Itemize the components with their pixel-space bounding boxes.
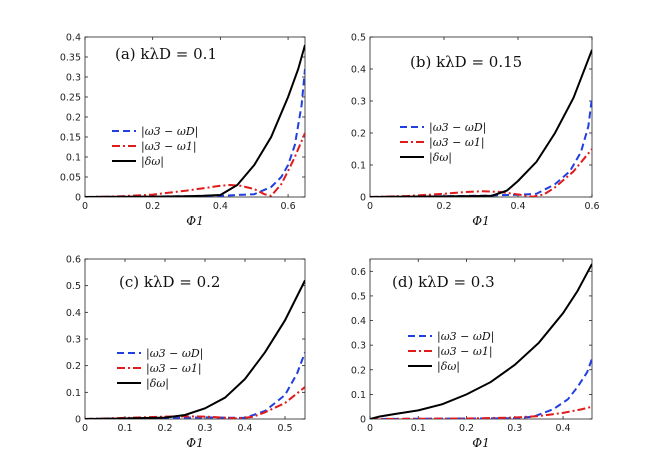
panel-title: (b) kλD = 0.15 — [410, 53, 522, 71]
x-axis-label: Φ1 — [186, 214, 203, 228]
y-tick-label: 0 — [75, 193, 81, 204]
y-tick-label: 0.2 — [66, 113, 81, 124]
x-tick-label: 0.1 — [411, 423, 426, 434]
x-axis-label: Φ1 — [472, 214, 489, 228]
series-line-dashdot — [85, 132, 305, 197]
series-line-dashdot — [370, 148, 592, 197]
y-tick-label: 0 — [360, 415, 366, 426]
series-line-dashdot — [85, 386, 305, 419]
series-line-solid — [85, 279, 305, 419]
y-tick-label: 0.6 — [66, 255, 81, 266]
y-tick-label: 0.5 — [351, 291, 366, 302]
y-tick-label: 0.25 — [60, 93, 81, 104]
series-line-solid — [370, 49, 592, 197]
x-tick-label: 0.3 — [507, 423, 522, 434]
x-tick-label: 0 — [82, 423, 88, 434]
y-tick-label: 0.1 — [351, 161, 366, 172]
panel-title: (d) kλD = 0.3 — [392, 273, 495, 291]
x-tick-label: 0.2 — [145, 201, 160, 212]
y-tick-label: 0.15 — [60, 133, 81, 144]
x-tick-label: 0.2 — [157, 423, 172, 434]
x-tick-label: 0.4 — [510, 201, 525, 212]
x-tick-label: 0.5 — [277, 423, 292, 434]
panel-4: 0 0.1 0.2 0.3 0.4 0 0.1 0.2 0.3 0.4 0.5 0.6 Φ1 (d) kλ… — [351, 258, 593, 450]
legend-entry: |δω| — [141, 155, 164, 169]
y-tick-label: 0.6 — [351, 267, 366, 278]
legend: |ω3 − ωD||ω3 − ω1||δω| — [117, 347, 203, 391]
series-line-dashed — [85, 68, 305, 197]
y-tick-label: 0.2 — [66, 361, 81, 372]
legend: |ω3 − ωD||ω3 − ω1||δω| — [408, 330, 494, 374]
legend-entry: |δω| — [146, 377, 169, 391]
x-axis-label: Φ1 — [472, 436, 489, 450]
legend-entry: |ω3 − ωD| — [437, 330, 494, 344]
legend-entry: |ω3 − ω1| — [146, 362, 202, 376]
legend-entry: |ω3 − ω1| — [429, 136, 485, 150]
y-tick-label: 0.1 — [66, 388, 81, 399]
y-tick-label: 0.3 — [351, 341, 366, 352]
legend-entry: |δω| — [429, 151, 452, 165]
legend-entry: |ω3 − ωD| — [429, 121, 486, 135]
y-tick-label: 0.4 — [351, 65, 366, 76]
panel-title: (a) kλD = 0.1 — [115, 45, 217, 63]
panel-1: 0 0.2 0.4 0.6 0 0.05 0.1 0.15 0.2 0.25 0.3 0.35 0.4 Φ… — [60, 33, 306, 228]
x-tick-label: 0.6 — [584, 201, 599, 212]
y-tick-label: 0 — [75, 415, 81, 426]
legend-entry: |ω3 − ωD| — [141, 125, 198, 139]
y-tick-label: 0.3 — [66, 73, 81, 84]
series-line-solid — [85, 44, 305, 197]
y-tick-label: 0.1 — [66, 153, 81, 164]
y-tick-label: 0.5 — [351, 33, 366, 44]
y-tick-label: 0.3 — [66, 335, 81, 346]
y-tick-label: 0.35 — [60, 53, 81, 64]
x-tick-label: 0 — [367, 423, 373, 434]
series-line-solid — [370, 263, 592, 419]
panel-2: 0 0.2 0.4 0.6 0 0.1 0.2 0.3 0.4 0.5 Φ1 (b) kλD = 0.… — [351, 33, 600, 229]
y-tick-label: 0.4 — [66, 308, 81, 319]
y-tick-label: 0.5 — [66, 281, 81, 292]
legend-entry: |ω3 − ω1| — [141, 140, 197, 154]
legend-entry: |ω3 − ωD| — [146, 347, 203, 361]
panel-title: (c) kλD = 0.2 — [119, 273, 220, 291]
legend-entry: |δω| — [437, 360, 460, 374]
y-tick-label: 0 — [360, 193, 366, 204]
x-axis-label: Φ1 — [186, 436, 203, 450]
legend: |ω3 − ωD||ω3 − ω1||δω| — [112, 125, 198, 169]
y-tick-label: 0.3 — [351, 97, 366, 108]
y-tick-label: 0.1 — [351, 390, 366, 401]
legend-entry: |ω3 − ω1| — [437, 345, 493, 359]
y-tick-label: 0.4 — [66, 33, 81, 44]
y-tick-label: 0.4 — [351, 316, 366, 327]
series-line-dashed — [370, 358, 592, 419]
x-tick-label: 0.6 — [281, 201, 296, 212]
x-tick-label: 0 — [367, 201, 373, 212]
legend: |ω3 − ωD||ω3 − ω1||δω| — [400, 121, 486, 165]
panel-3: 0 0.1 0.2 0.3 0.4 0.5 0 0.1 0.2 0.3 0.4 0.5 0.6 Φ1 (c)… — [66, 255, 306, 450]
y-tick-label: 0.05 — [60, 173, 81, 184]
x-tick-label: 0.4 — [555, 423, 570, 434]
series-line-dashdot — [370, 405, 592, 419]
y-tick-label: 0.2 — [351, 129, 366, 140]
y-tick-label: 0.2 — [351, 365, 366, 376]
x-tick-label: 0.4 — [213, 201, 228, 212]
x-tick-label: 0 — [82, 201, 88, 212]
x-tick-label: 0.2 — [436, 201, 451, 212]
x-tick-label: 0.3 — [197, 423, 212, 434]
x-tick-label: 0.2 — [459, 423, 474, 434]
x-tick-label: 0.4 — [237, 423, 252, 434]
x-tick-label: 0.1 — [117, 423, 132, 434]
